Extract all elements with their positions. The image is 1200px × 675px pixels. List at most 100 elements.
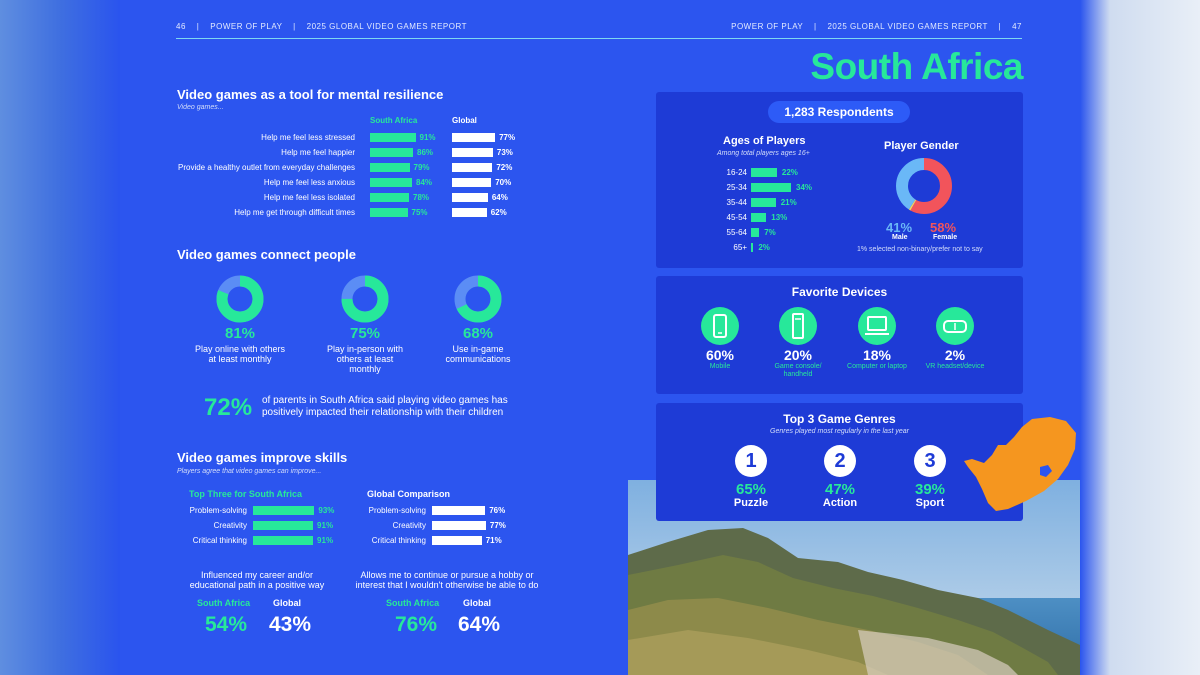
hobby-line-2: interest that I wouldn't otherwise be ab… [355,580,539,590]
device-pct: 2% [944,347,966,363]
device-label-line: Game console/ [774,363,822,370]
ages-title: Ages of Players [723,135,806,147]
resilience-sa-pct: 86% [417,148,434,157]
resilience-global-bar [452,178,492,187]
respondents-badge: 1,283 Respondents [768,101,910,123]
skill-sa-label: Creativity [213,521,247,530]
resilience-col-global: Global [452,116,477,125]
genre-pct: 47% [824,481,856,498]
connect-description: Play in-person with others at least monthl… [305,344,425,374]
connect-description-line: monthly [349,364,381,374]
right-page-number: 47 [1012,22,1022,31]
genres-title: Top 3 Game Genres [783,412,896,426]
resilience-subtitle: Video games... [177,104,224,111]
resilience-sa-pct: 84% [416,178,433,187]
device-icon-circle [701,307,739,345]
device-label-line: Computer or laptop [847,363,907,370]
resilience-global-bar [452,148,493,157]
header-separator: | [293,22,296,31]
genre-pct: 39% [914,481,946,498]
device-label: Computer or laptop [837,363,917,371]
gender-note: 1% selected non-binary/prefer not to say [857,246,983,253]
parents-statement: of parents in South Africa said playing … [262,395,508,419]
career-sa-pct: 54% [205,613,248,636]
connect-description-line: communications [445,354,511,364]
resilience-row-label: Help me feel less stressed [261,133,355,142]
gender-male-segment [896,158,952,214]
skill-global-bar [432,521,486,530]
skill-global-label: Creativity [392,521,426,530]
resilience-sa-bar [370,193,409,202]
resilience-row-label: Help me feel less anxious [263,178,355,187]
age-bar [751,183,791,192]
career-line-2: educational path in a positive way [189,580,325,590]
header-left: 46 | POWER OF PLAY | 2025 GLOBAL VIDEO G… [176,22,467,31]
genre-name: Action [822,497,858,509]
resilience-sa-pct: 75% [411,208,428,217]
resilience-global-bar [452,163,493,172]
connect-description-line: Play online with others [194,344,286,354]
connect-donut-chart [216,275,264,323]
connect-donut-chart [454,275,502,323]
skill-sa-bar [253,536,314,545]
resilience-global-pct: 72% [496,163,513,172]
resilience-global-pct: 77% [499,133,516,142]
age-pct: 21% [780,198,797,207]
career-global-pct: 43% [269,613,312,636]
skills-subtitle: Players agree that video games can impro… [177,468,322,475]
age-row-label: 45-54 [726,213,747,222]
connect-description-line: Use in-game [452,344,504,354]
age-bar [751,198,776,207]
resilience-row-label: Help me get through difficult times [234,208,355,217]
connect-pct: 68% [462,325,494,342]
career-line-1: Influenced my career and/or [200,570,314,580]
mobile-icon [701,307,739,350]
device-pct: 18% [862,347,892,363]
skill-global-label: Problem-solving [368,506,426,515]
connect-donut-fill [216,275,264,323]
parents-pct: 72% [204,394,253,421]
resilience-sa-pct: 91% [419,133,436,142]
skill-global-bar [432,536,482,545]
connect-title: Video games connect people [177,247,356,262]
skill-sa-label: Critical thinking [192,536,247,545]
skills-title: Video games improve skills [177,450,348,465]
device-icon-circle [779,307,817,345]
left-page-number: 46 [176,22,186,31]
connect-description-line: at least monthly [208,354,272,364]
left-report-name: 2025 GLOBAL VIDEO GAMES REPORT [306,22,468,31]
skills-global-head: Global Comparison [367,489,451,499]
age-row-label: 16-24 [726,168,747,177]
device-label: Mobile [680,363,760,371]
skills-sa-head: Top Three for South Africa [189,489,303,499]
header-separator: | [196,22,200,31]
age-pct: 2% [758,243,770,252]
skill-global-pct: 76% [489,506,506,515]
right-report-name: 2025 GLOBAL VIDEO GAMES REPORT [827,22,988,31]
career-statement: Influenced my career and/or educational … [172,570,342,590]
resilience-sa-pct: 78% [413,193,430,202]
connect-donut-chart [341,275,389,323]
left-brand: POWER OF PLAY [210,22,283,31]
connect-pct: 81% [224,325,256,342]
device-pct: 20% [783,347,813,363]
age-bar [751,228,760,237]
resilience-global-bar [452,208,487,217]
female-pct: 58% [930,220,957,235]
south-africa-map [964,417,1076,511]
genre-rank-badge: 3 [914,445,946,477]
skill-global-label: Critical thinking [371,536,426,545]
age-bar [751,168,777,177]
resilience-sa-bar [370,163,410,172]
device-label-line: Mobile [709,363,731,370]
age-bar [751,243,754,252]
genre-rank-badge: 1 [735,445,767,477]
console-icon [779,307,817,350]
age-row-label: 65+ [733,243,747,252]
vr-headset-icon [936,307,974,350]
ages-subtitle: Among total players ages 16+ [717,150,810,157]
age-pct: 22% [781,168,798,177]
age-pct: 7% [764,228,776,237]
age-bar [751,213,767,222]
device-label-line: handheld [783,371,813,378]
